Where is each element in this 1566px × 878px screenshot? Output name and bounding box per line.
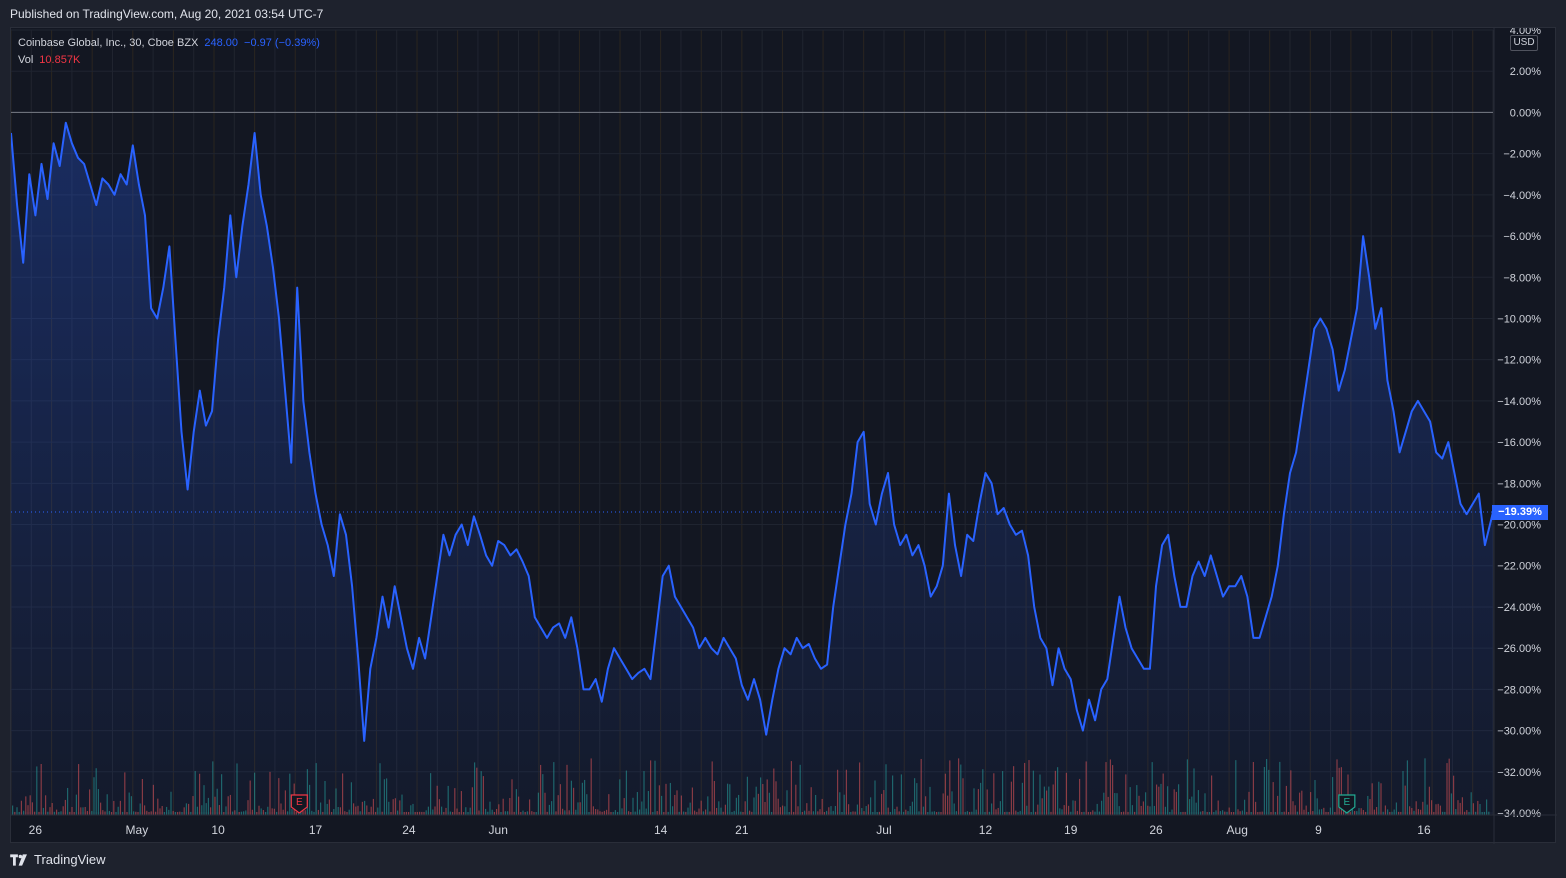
y-tick-label: −4.00% <box>1503 190 1541 202</box>
y-tick-label: −18.00% <box>1497 478 1541 490</box>
y-tick-label: −20.00% <box>1497 520 1541 532</box>
x-tick-label: Aug <box>1227 823 1248 837</box>
chart-pane[interactable]: 4.00% 2.00% 0.00% −2.00% −4.00% −6.00% −8.00% −… <box>10 27 1557 844</box>
x-tick-label: 19 <box>1064 823 1078 837</box>
symbol-name[interactable]: Coinbase Global, Inc., 30, Cboe BZX <box>18 37 199 49</box>
y-tick-label: −26.00% <box>1497 643 1541 655</box>
last-value-badge: −19.39% <box>1492 505 1548 520</box>
y-tick-label: −28.00% <box>1497 684 1541 696</box>
earnings-marker-teal[interactable] <box>1338 794 1356 814</box>
x-tick-label: 9 <box>1315 823 1322 837</box>
y-tick-label: 0.00% <box>1510 107 1541 119</box>
x-tick-label: Jun <box>489 823 508 837</box>
earnings-marker-letter: E <box>296 797 303 808</box>
x-tick-label: 26 <box>29 823 43 837</box>
y-tick-label: −12.00% <box>1497 355 1541 367</box>
y-tick-label: −16.00% <box>1497 437 1541 449</box>
earnings-marker-letter: E <box>1343 797 1350 808</box>
y-tick-label: −24.00% <box>1497 602 1541 614</box>
price-area-fill <box>11 122 1493 815</box>
y-tick-label: −22.00% <box>1497 561 1541 573</box>
x-tick-label: 24 <box>402 823 416 837</box>
y-tick-label: −30.00% <box>1497 726 1541 738</box>
y-tick-label: −10.00% <box>1497 313 1541 325</box>
volume-label[interactable]: Vol <box>18 54 34 66</box>
x-tick-label: 21 <box>735 823 749 837</box>
price-change: −0.97 (−0.39%) <box>244 37 320 49</box>
y-tick-label: −8.00% <box>1503 272 1541 284</box>
x-tick-label: 10 <box>211 823 225 837</box>
tradingview-brand: TradingView <box>34 852 106 867</box>
x-tick-label: Jul <box>876 823 891 837</box>
y-tick-label: 4.00% <box>1510 28 1541 37</box>
published-header: Published on TradingView.com, Aug 20, 20… <box>10 7 324 21</box>
y-tick-label: −6.00% <box>1503 231 1541 243</box>
chart-legend: Coinbase Global, Inc., 30, Cboe BZX 248.0… <box>18 35 320 69</box>
tradingview-logo-icon <box>10 853 27 866</box>
earnings-marker-red[interactable] <box>290 794 308 814</box>
x-tick-label: 16 <box>1417 823 1431 837</box>
y-tick-label: −34.00% <box>1497 808 1541 820</box>
x-tick-label: 26 <box>1149 823 1163 837</box>
legend-price-row: Coinbase Global, Inc., 30, Cboe BZX 248.0… <box>18 35 320 52</box>
y-tick-label: −14.00% <box>1497 396 1541 408</box>
price-line[interactable] <box>11 121 1494 742</box>
x-tick-label: 12 <box>979 823 993 837</box>
y-tick-label: −2.00% <box>1503 149 1541 161</box>
x-tick-label: May <box>126 823 149 837</box>
currency-label[interactable]: USD <box>1510 35 1538 51</box>
legend-volume-row: Vol 10.857K <box>18 52 320 69</box>
volume-value: 10.857K <box>39 54 81 66</box>
y-tick-label: −32.00% <box>1497 767 1541 779</box>
last-price: 248.00 <box>204 37 239 49</box>
tradingview-footer[interactable]: TradingView <box>10 852 106 867</box>
chart-canvas[interactable]: 4.00% 2.00% 0.00% −2.00% −4.00% −6.00% −8.00% −… <box>11 28 1557 844</box>
x-tick-label: 14 <box>654 823 668 837</box>
y-tick-label: 2.00% <box>1510 66 1541 78</box>
x-tick-label: 17 <box>309 823 323 837</box>
